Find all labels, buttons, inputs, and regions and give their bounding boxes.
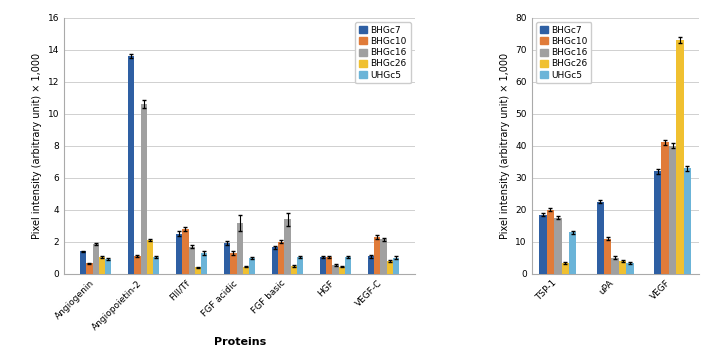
Y-axis label: Pixel intensity (arbitrary unit) × 1,000: Pixel intensity (arbitrary unit) × 1,000 — [32, 53, 42, 239]
Bar — [134, 256, 140, 274]
Bar — [676, 40, 684, 274]
Bar — [278, 242, 284, 274]
Bar — [93, 244, 99, 274]
Bar — [597, 202, 604, 274]
Bar — [662, 143, 669, 274]
Bar — [230, 253, 237, 274]
Bar — [684, 168, 691, 274]
Bar — [562, 263, 569, 274]
Bar — [242, 266, 249, 274]
Bar — [654, 171, 662, 274]
Bar — [284, 219, 291, 274]
Bar — [224, 243, 230, 274]
Bar — [99, 257, 105, 274]
Bar — [393, 258, 399, 274]
Bar — [183, 229, 188, 274]
Bar — [332, 265, 339, 274]
Legend: BHGc7, BHGc10, BHGc16, BHGc26, UHGc5: BHGc7, BHGc10, BHGc16, BHGc26, UHGc5 — [355, 22, 411, 83]
Bar — [374, 237, 381, 274]
Bar — [619, 261, 626, 274]
Bar — [345, 257, 352, 274]
Bar — [291, 266, 297, 274]
Bar — [547, 210, 554, 274]
Bar — [626, 263, 634, 274]
Bar — [105, 259, 111, 274]
Y-axis label: Pixel intensity (arbitrary unit) × 1,000: Pixel intensity (arbitrary unit) × 1,000 — [500, 53, 510, 239]
Bar — [386, 261, 393, 274]
Bar — [381, 239, 386, 274]
Bar — [569, 232, 577, 274]
Bar — [327, 257, 332, 274]
Bar — [339, 266, 345, 274]
Bar — [80, 251, 86, 274]
Bar — [539, 214, 547, 274]
Bar — [237, 223, 242, 274]
Bar — [272, 247, 278, 274]
Bar — [249, 258, 255, 274]
Bar — [128, 56, 134, 274]
Bar — [368, 256, 374, 274]
Bar — [604, 239, 612, 274]
Bar — [195, 267, 201, 274]
Bar — [297, 257, 303, 274]
Bar — [320, 257, 327, 274]
Bar — [188, 246, 195, 274]
Bar — [669, 146, 676, 274]
Bar — [176, 234, 183, 274]
Legend: BHGc7, BHGc10, BHGc16, BHGc26, UHGc5: BHGc7, BHGc10, BHGc16, BHGc26, UHGc5 — [536, 22, 592, 83]
Bar — [140, 104, 147, 274]
Bar — [201, 253, 207, 274]
Bar — [612, 258, 619, 274]
X-axis label: Proteins: Proteins — [213, 337, 266, 347]
Bar — [153, 257, 159, 274]
Bar — [147, 240, 153, 274]
Bar — [86, 263, 93, 274]
Bar — [554, 218, 562, 274]
